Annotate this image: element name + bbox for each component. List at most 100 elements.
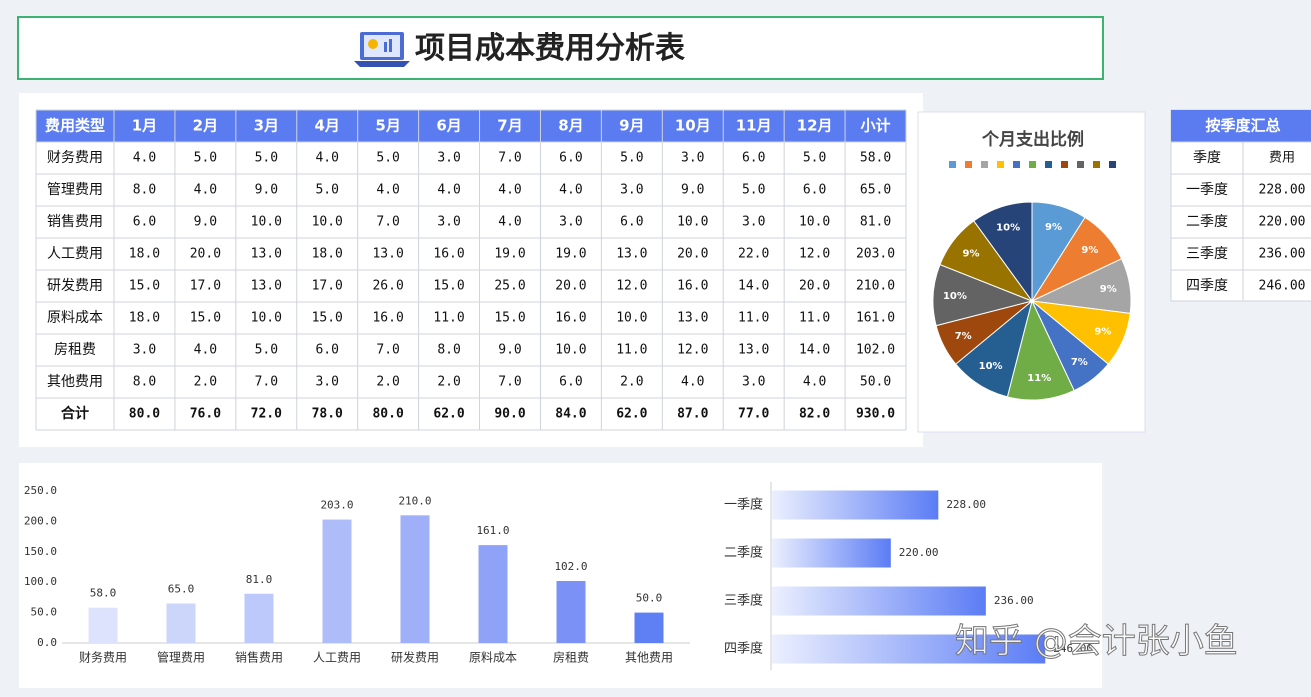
table-cell: 12.0 bbox=[799, 247, 830, 262]
x-tick-label: 房租费 bbox=[553, 650, 589, 665]
table-cell: 102.0 bbox=[856, 343, 895, 358]
bar bbox=[88, 607, 118, 643]
table-cell: 2.0 bbox=[376, 375, 399, 390]
table-cell: 81.0 bbox=[860, 215, 891, 230]
value-label: 102.0 bbox=[554, 560, 587, 573]
table-cell: 14.0 bbox=[799, 343, 830, 358]
table-cell: 2.0 bbox=[194, 375, 217, 390]
table-cell: 2.0 bbox=[437, 375, 460, 390]
total-cell: 62.0 bbox=[616, 407, 647, 422]
table-cell: 4.0 bbox=[681, 375, 704, 390]
table-cell: 销售费用 bbox=[47, 214, 103, 230]
table-cell: 13.0 bbox=[372, 247, 403, 262]
table-cell: 13.0 bbox=[251, 279, 282, 294]
table-cell: 20.0 bbox=[799, 279, 830, 294]
table-cell: 13.0 bbox=[251, 247, 282, 262]
bar bbox=[166, 603, 196, 643]
header-cell: 4月 bbox=[315, 117, 340, 135]
x-tick-label: 研发费用 bbox=[391, 650, 439, 665]
header-cell: 7月 bbox=[497, 117, 522, 135]
table-cell: 10.0 bbox=[555, 343, 586, 358]
slice-label: 9% bbox=[1094, 327, 1111, 338]
table-cell: 13.0 bbox=[677, 311, 708, 326]
header-cell: 12月 bbox=[797, 117, 833, 135]
value-label: 236.00 bbox=[994, 594, 1034, 607]
quarter-cell: 一季度 bbox=[1186, 182, 1228, 198]
header-cell: 1月 bbox=[132, 117, 157, 135]
table-cell: 财务费用 bbox=[47, 150, 103, 166]
table-cell: 5.0 bbox=[742, 183, 765, 198]
table-cell: 17.0 bbox=[190, 279, 221, 294]
bar bbox=[556, 580, 586, 643]
table-cell: 12.0 bbox=[616, 279, 647, 294]
total-cell: 84.0 bbox=[555, 407, 586, 422]
value-label: 220.00 bbox=[899, 546, 939, 559]
table-cell: 10.0 bbox=[312, 215, 343, 230]
slice-label: 7% bbox=[955, 331, 972, 342]
x-tick-label: 管理费用 bbox=[157, 650, 205, 665]
total-cell: 930.0 bbox=[856, 407, 895, 422]
table-header-bg bbox=[36, 110, 906, 142]
table-cell: 4.0 bbox=[376, 183, 399, 198]
table-cell: 9.0 bbox=[498, 343, 521, 358]
quarter-cell: 228.00 bbox=[1259, 183, 1306, 198]
table-cell: 5.0 bbox=[194, 151, 217, 166]
table-cell: 18.0 bbox=[312, 247, 343, 262]
bar bbox=[478, 545, 508, 643]
table-cell: 10.0 bbox=[677, 215, 708, 230]
title-box bbox=[17, 16, 1104, 80]
legend-swatch bbox=[1109, 161, 1116, 168]
quarter-cell: 236.00 bbox=[1259, 247, 1306, 262]
legend-swatch bbox=[1045, 161, 1052, 168]
table-cell: 3.0 bbox=[133, 343, 156, 358]
table-cell: 22.0 bbox=[738, 247, 769, 262]
table-cell: 其他费用 bbox=[47, 374, 103, 390]
table-cell: 9.0 bbox=[681, 183, 704, 198]
table-cell: 8.0 bbox=[133, 183, 156, 198]
header-cell: 9月 bbox=[619, 117, 644, 135]
bar bbox=[772, 490, 939, 520]
table-cell: 20.0 bbox=[190, 247, 221, 262]
quarter-cell: 四季度 bbox=[1186, 278, 1228, 294]
table-cell: 20.0 bbox=[555, 279, 586, 294]
table-cell: 7.0 bbox=[498, 375, 521, 390]
slice-label: 10% bbox=[979, 361, 1003, 372]
total-cell: 76.0 bbox=[190, 407, 221, 422]
table-cell: 原料成本 bbox=[47, 310, 103, 326]
slice-label: 10% bbox=[996, 223, 1020, 234]
table-cell: 16.0 bbox=[555, 311, 586, 326]
table-cell: 4.0 bbox=[803, 375, 826, 390]
table-cell: 7.0 bbox=[255, 375, 278, 390]
value-label: 81.0 bbox=[246, 573, 273, 586]
bar bbox=[772, 538, 891, 568]
header-cell: 5月 bbox=[375, 117, 400, 135]
pie-slice bbox=[973, 201, 1033, 303]
table-cell: 5.0 bbox=[376, 151, 399, 166]
total-cell: 90.0 bbox=[494, 407, 525, 422]
quarter-cell: 二季度 bbox=[1186, 214, 1228, 230]
table-cell: 4.0 bbox=[559, 183, 582, 198]
table-cell: 9.0 bbox=[255, 183, 278, 198]
table-cell: 19.0 bbox=[555, 247, 586, 262]
slice-label: 9% bbox=[1081, 245, 1098, 256]
table-cell: 7.0 bbox=[498, 151, 521, 166]
legend-swatch bbox=[1061, 161, 1068, 168]
pie-slice bbox=[1006, 299, 1075, 401]
value-label: 58.0 bbox=[90, 587, 117, 600]
total-cell: 78.0 bbox=[312, 407, 343, 422]
table-cell: 4.0 bbox=[315, 151, 338, 166]
y-tick-label: 150.0 bbox=[24, 545, 57, 558]
table-cell: 4.0 bbox=[133, 151, 156, 166]
table-cell: 3.0 bbox=[620, 183, 643, 198]
value-label: 65.0 bbox=[168, 582, 195, 595]
x-tick-label: 财务费用 bbox=[79, 650, 127, 665]
table-cell: 房租费 bbox=[54, 342, 96, 358]
legend-swatch bbox=[949, 161, 956, 168]
table-cell: 15.0 bbox=[433, 279, 464, 294]
table-cell: 3.0 bbox=[315, 375, 338, 390]
total-cell: 82.0 bbox=[799, 407, 830, 422]
header-cell: 小计 bbox=[861, 117, 891, 135]
header-cell: 11月 bbox=[736, 117, 772, 135]
table-cell: 6.0 bbox=[803, 183, 826, 198]
